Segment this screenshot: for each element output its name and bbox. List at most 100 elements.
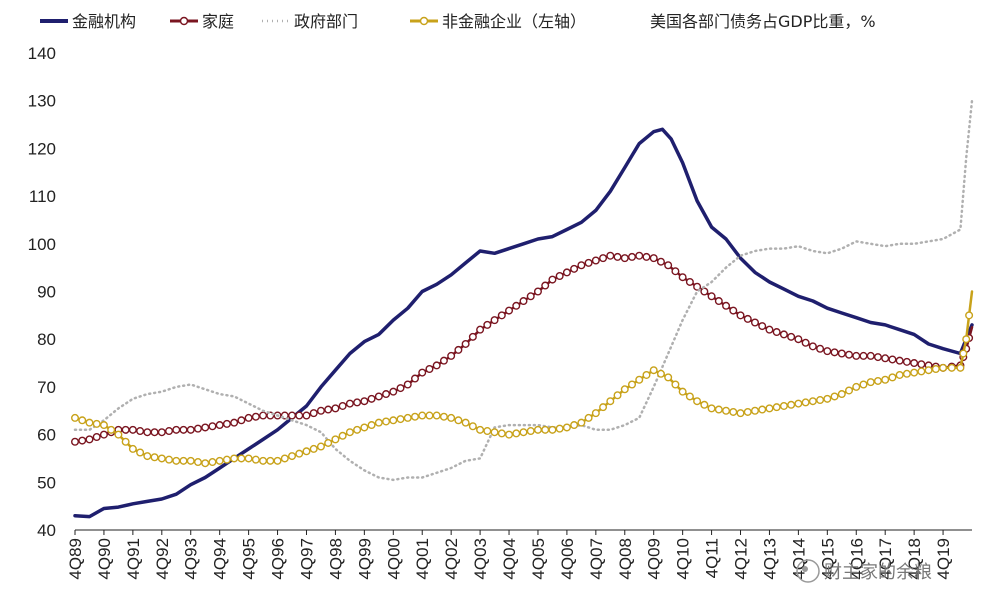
plot-area xyxy=(70,99,974,519)
data-point xyxy=(678,273,687,282)
data-point xyxy=(873,353,882,362)
x-tick-label: 4Q91 xyxy=(124,538,143,580)
data-point xyxy=(707,292,716,301)
data-point xyxy=(476,325,485,334)
data-point xyxy=(823,394,832,403)
data-point xyxy=(121,425,130,434)
y-tick-label: 130 xyxy=(28,92,56,111)
data-point xyxy=(873,376,882,385)
data-point xyxy=(606,397,615,406)
data-point xyxy=(722,406,731,415)
data-point xyxy=(302,447,311,456)
data-point xyxy=(801,398,810,407)
data-point xyxy=(794,399,803,408)
data-point xyxy=(107,425,116,434)
y-tick-label: 110 xyxy=(29,187,56,206)
x-tick-label: 4Q18 xyxy=(905,538,924,580)
data-point xyxy=(251,455,260,464)
x-tick-label: 4Q05 xyxy=(529,538,548,580)
data-point xyxy=(143,452,152,461)
series-2 xyxy=(73,99,974,482)
data-point xyxy=(823,347,832,356)
legend-marker xyxy=(179,16,189,26)
data-point xyxy=(193,458,202,467)
data-point xyxy=(714,405,723,414)
data-point xyxy=(685,277,694,286)
data-point xyxy=(483,427,492,436)
data-point xyxy=(324,438,333,447)
data-point xyxy=(490,428,499,437)
data-point xyxy=(599,254,608,263)
data-point xyxy=(830,392,839,401)
data-point xyxy=(779,330,788,339)
data-point xyxy=(794,335,803,344)
data-point xyxy=(555,424,564,433)
data-point xyxy=(439,412,448,421)
y-tick-label: 70 xyxy=(37,378,56,397)
data-point xyxy=(78,416,87,425)
data-point xyxy=(461,418,470,427)
data-point xyxy=(331,404,340,413)
x-axis: 4Q89 4Q90 4Q91 4Q92 4Q93 4Q94 4Q95 4Q96 4Q97 4Q98… xyxy=(66,529,972,580)
data-point xyxy=(959,349,968,358)
data-point xyxy=(374,418,383,427)
data-point xyxy=(280,454,289,463)
data-point xyxy=(251,412,260,421)
data-point xyxy=(562,423,571,432)
series-line xyxy=(73,127,974,519)
data-point xyxy=(591,256,600,265)
data-point xyxy=(555,271,564,280)
data-point xyxy=(700,400,709,409)
data-point xyxy=(729,407,738,416)
data-point xyxy=(165,455,174,464)
data-point xyxy=(302,411,311,420)
data-point xyxy=(70,413,79,422)
x-tick-label: 4Q13 xyxy=(760,538,779,580)
data-point xyxy=(642,370,651,379)
data-point xyxy=(866,351,875,360)
data-point xyxy=(447,351,456,360)
data-point xyxy=(541,281,550,290)
data-point xyxy=(772,403,781,412)
data-point xyxy=(613,391,622,400)
data-point xyxy=(642,252,651,261)
data-point xyxy=(345,428,354,437)
data-point xyxy=(295,411,304,420)
x-tick-label: 4Q11 xyxy=(703,538,722,578)
data-point xyxy=(266,456,275,465)
data-point xyxy=(541,425,550,434)
watermark: 财主家的余粮 xyxy=(796,559,932,583)
data-point xyxy=(750,318,759,327)
data-point xyxy=(628,380,637,389)
data-point xyxy=(259,411,268,420)
data-point xyxy=(244,454,253,463)
data-point xyxy=(965,311,974,320)
data-point xyxy=(895,356,904,365)
data-point xyxy=(331,435,340,444)
data-point xyxy=(512,429,521,438)
y-tick-label: 100 xyxy=(28,235,56,254)
data-point xyxy=(288,452,297,461)
data-point xyxy=(801,338,810,347)
data-point xyxy=(707,404,716,413)
data-point xyxy=(230,454,239,463)
y-axis: 40 50 60 70 80 90 100 110 120 130 140 xyxy=(28,44,56,540)
data-point xyxy=(186,456,195,465)
data-point xyxy=(157,454,166,463)
data-point xyxy=(237,454,246,463)
data-point xyxy=(758,405,767,414)
legend-item: 家庭 xyxy=(170,12,234,31)
data-point xyxy=(505,430,514,439)
data-point xyxy=(693,282,702,291)
data-point xyxy=(208,422,217,431)
data-point xyxy=(931,365,940,374)
data-point xyxy=(447,413,456,422)
y-tick-label: 120 xyxy=(28,139,56,158)
y-tick-label: 140 xyxy=(28,44,56,63)
legend-label: 金融机构 xyxy=(72,12,136,31)
data-point xyxy=(353,398,362,407)
x-tick-label: 4Q97 xyxy=(297,538,316,580)
data-point xyxy=(512,301,521,310)
x-tick-label: 4Q06 xyxy=(558,538,577,580)
data-point xyxy=(345,399,354,408)
